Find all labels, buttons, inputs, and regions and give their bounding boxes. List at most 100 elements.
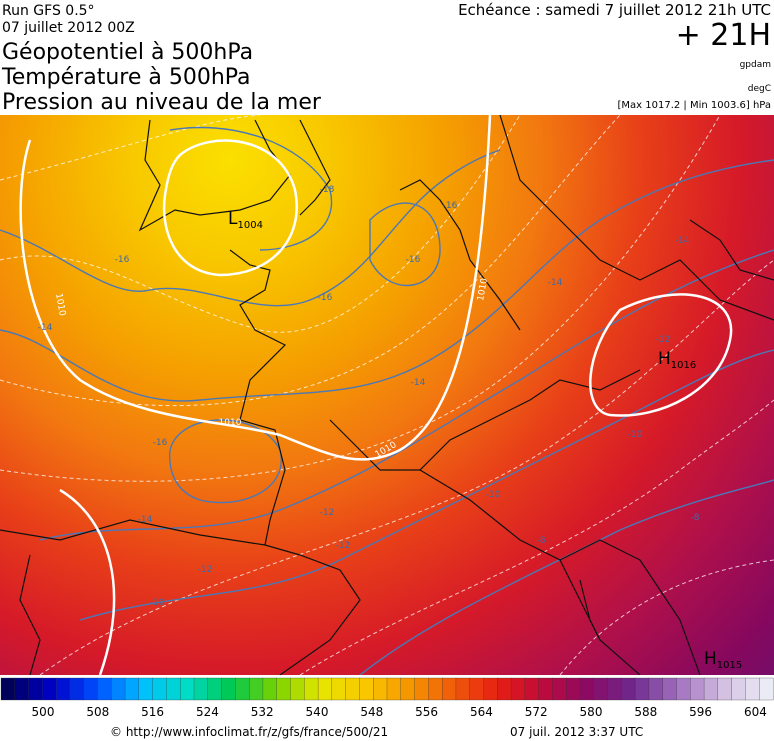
color-swatch	[14, 677, 30, 701]
color-swatch	[373, 677, 388, 701]
map-labels: L1004H1016H10151010101010101010-16-18-16…	[38, 185, 743, 671]
color-swatch	[304, 677, 319, 701]
source-url: © http://www.infoclimat.fr/z/gfs/france/…	[110, 725, 388, 739]
run-date: 07 juillet 2012 00Z	[2, 20, 135, 36]
color-swatch	[42, 677, 57, 701]
color-swatch	[69, 677, 85, 701]
colorbar-label: 500	[32, 705, 55, 719]
pressure-center: H1016	[658, 349, 696, 371]
temperature-label: -8	[691, 513, 700, 523]
color-swatch	[111, 677, 126, 701]
pressure-center: H1015	[704, 649, 742, 671]
color-swatch	[83, 677, 98, 701]
color-swatch	[152, 677, 167, 701]
color-swatch	[566, 677, 581, 701]
isobars	[19, 115, 733, 675]
color-swatch	[455, 677, 471, 701]
color-swatch	[759, 677, 774, 701]
color-swatch	[235, 677, 250, 701]
color-swatch	[359, 677, 374, 701]
color-swatch	[469, 677, 484, 701]
run: Run GFS 0.5°	[2, 3, 95, 19]
colorbar-label: 572	[525, 705, 548, 719]
temperature-contours	[0, 126, 774, 675]
colorbar: 500 508 516 524 532 540 548 556 564 572 580 588 596 6…	[0, 677, 774, 719]
lead-time: + 21H	[676, 18, 771, 53]
temperature-label: -12	[656, 335, 671, 345]
colorbar-label: 604	[744, 705, 767, 719]
center-value: 1015	[717, 660, 742, 671]
center-value: 1016	[671, 360, 696, 371]
temperature-label: -14	[138, 515, 153, 525]
color-swatch	[124, 677, 140, 701]
color-swatch	[180, 677, 195, 701]
color-swatch	[290, 677, 305, 701]
echeance: Echéance : samedi 7 juillet 2012 21h UTC	[458, 1, 771, 19]
temperature-label: -14	[38, 323, 53, 333]
color-swatch	[0, 677, 16, 701]
temperature-label: -18	[320, 185, 335, 195]
color-swatch	[331, 677, 347, 701]
temperature-label: -10	[486, 490, 501, 500]
isobar-label: 1010	[476, 277, 490, 302]
temperature-label: -12	[198, 565, 213, 575]
temperature-field	[0, 115, 774, 675]
color-swatch	[262, 677, 278, 701]
colorbar-label: 516	[141, 705, 164, 719]
unit: degC	[748, 84, 771, 94]
color-swatch	[317, 677, 333, 701]
color-swatch	[648, 677, 664, 701]
pressure-range: [Max 1017.2 | Min 1003.6] hPa	[617, 100, 771, 111]
color-swatch	[207, 677, 223, 701]
color-swatch	[414, 677, 429, 701]
color-swatch	[593, 677, 609, 701]
center-letter: H	[704, 649, 717, 669]
color-swatch	[428, 677, 443, 701]
color-swatch	[538, 677, 553, 701]
title: Géopotentiel à 500hPa	[2, 40, 253, 65]
temperature-label: -14	[548, 278, 563, 288]
color-swatch	[552, 677, 567, 701]
color-swatch	[524, 677, 540, 701]
colorbar-label: 596	[689, 705, 712, 719]
color-swatch	[745, 677, 760, 701]
colorbar-label: 540	[306, 705, 329, 719]
color-swatch	[717, 677, 733, 701]
color-swatch	[703, 677, 719, 701]
temperature-label: -12	[320, 508, 335, 518]
center-letter: H	[658, 349, 671, 369]
color-swatch	[276, 677, 291, 701]
color-swatch	[497, 677, 512, 701]
color-swatch	[345, 677, 360, 701]
generated: 07 juil. 2012 3:37 UTC	[510, 725, 643, 739]
color-swatch	[441, 677, 457, 701]
map: L1004H1016H10151010101010101010-16-18-16…	[0, 115, 774, 675]
colorbar-label: 548	[360, 705, 383, 719]
color-swatch	[662, 677, 677, 701]
temperature-label: -16	[406, 255, 421, 265]
color-swatch	[386, 677, 402, 701]
temperature-label: -14	[411, 378, 426, 388]
color-swatch	[510, 677, 526, 701]
color-swatch	[676, 677, 691, 701]
title: Pression au niveau de la mer	[2, 90, 322, 115]
color-swatch	[690, 677, 705, 701]
color-swatch	[166, 677, 181, 701]
color-swatch	[55, 677, 71, 701]
color-swatch	[607, 677, 622, 701]
temperature-label: -16	[115, 255, 130, 265]
colorbar-label: 556	[415, 705, 438, 719]
color-swatch	[97, 677, 112, 701]
title: Température à 500hPa	[1, 65, 251, 90]
isobar-label: 1010	[53, 293, 67, 318]
colorbar-label: 588	[634, 705, 657, 719]
temperature-label: -16	[443, 201, 458, 211]
colorbar-label: 580	[580, 705, 603, 719]
color-swatch	[621, 677, 636, 701]
center-letter: L	[228, 209, 238, 229]
color-swatch	[248, 677, 264, 701]
color-swatch	[193, 677, 209, 701]
color-swatch	[221, 677, 236, 701]
colorbar-label: 524	[196, 705, 219, 719]
